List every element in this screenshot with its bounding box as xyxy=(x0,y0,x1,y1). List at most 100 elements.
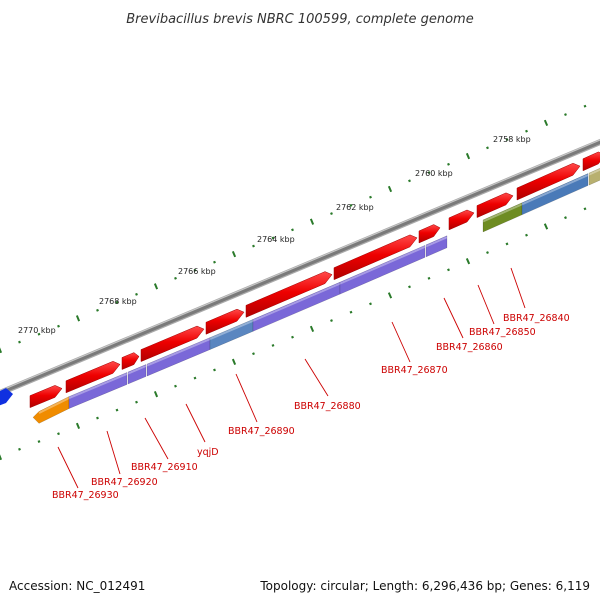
tick-labels: 2770 kbp 2768 kbp 2766 kbp 2764 kbp 2762… xyxy=(18,135,531,335)
outer-tick-mark xyxy=(369,195,372,199)
reverse-gene-highlight xyxy=(482,203,523,223)
tick-label-2760: 2760 kbp xyxy=(415,169,453,178)
outer-tick-mark xyxy=(543,119,549,127)
outer-tick-mark xyxy=(153,283,159,290)
outer-tick-mark xyxy=(583,104,587,108)
inner-tick-mark xyxy=(369,302,372,306)
inner-tick-mark xyxy=(153,391,159,398)
outer-tick-mark xyxy=(465,152,471,160)
forward-gene-9 xyxy=(448,209,475,231)
reverse-gene-highlight xyxy=(146,338,211,367)
reverse-gene-highlight xyxy=(209,319,254,340)
outer-tick-mark xyxy=(193,268,197,272)
gene-label-leader xyxy=(185,403,206,443)
forward-strand-genes xyxy=(29,151,600,409)
inner-tick-mark xyxy=(193,376,197,380)
inner-tick-mark xyxy=(309,325,315,333)
gene-labels: BBR47_26930 BBR47_26920 BBR47_26910 yqjD BBR… xyxy=(52,267,570,501)
outer-tick-mark xyxy=(349,203,353,207)
outer-tick-mark xyxy=(505,138,509,141)
outer-tick-mark xyxy=(135,292,138,296)
forward-gene-6 xyxy=(245,271,333,318)
outer-tick-mark xyxy=(57,324,60,328)
inner-tick-mark xyxy=(387,292,393,299)
gene-label-bbr47-26890: BBR47_26890 xyxy=(228,426,295,437)
gene-label-bbr47-26860: BBR47_26860 xyxy=(436,342,503,353)
forward-gene-10 xyxy=(476,192,514,218)
inner-tick-mark xyxy=(408,285,411,289)
reverse-gene-2 xyxy=(68,372,128,409)
outer-tick-mark xyxy=(37,332,41,336)
gene-label-bbr47-26850: BBR47_26850 xyxy=(469,327,536,338)
tick-label-2762: 2762 kbp xyxy=(336,203,374,212)
inner-tick-mark xyxy=(252,352,255,356)
outer-tick-mark xyxy=(231,250,237,258)
inner-tick-mark xyxy=(465,258,471,265)
reverse-gene-highlight xyxy=(252,282,341,322)
reverse-gene-highlight xyxy=(521,174,589,206)
gene-label-leader xyxy=(235,373,258,423)
inner-tick-mark xyxy=(291,335,294,339)
inner-tick-mark xyxy=(583,207,587,211)
inner-tick-mark xyxy=(115,408,119,412)
outer-tick-mark xyxy=(309,218,315,225)
reverse-gene-highlight xyxy=(425,236,448,248)
inner-tick-mark xyxy=(0,454,3,461)
tick-label-2766: 2766 kbp xyxy=(178,267,216,276)
outer-tick-mark xyxy=(447,162,450,166)
reverse-strand-genes xyxy=(32,167,600,424)
gene-label-leader xyxy=(477,284,495,325)
reverse-gene-highlight xyxy=(127,365,147,375)
forward-gene-12 xyxy=(582,151,600,172)
inner-tick-mark xyxy=(349,310,353,314)
reverse-gene-3 xyxy=(127,364,147,385)
edge-gene-left xyxy=(0,388,13,406)
reverse-gene-1 xyxy=(32,396,70,424)
outer-tick-mark xyxy=(525,129,528,133)
reverse-gene-highlight xyxy=(588,168,600,176)
reverse-gene-highlight xyxy=(38,397,70,414)
forward-gene-1 xyxy=(29,385,63,409)
inner-tick-mark xyxy=(330,319,333,323)
outer-tick-mark xyxy=(564,113,567,117)
outer-tick-mark xyxy=(252,244,255,248)
outer-tick-mark xyxy=(330,212,333,215)
reverse-gene-8 xyxy=(425,235,448,258)
inner-tick-mark xyxy=(427,276,431,280)
gene-label-leader xyxy=(57,446,79,489)
outer-tick-mark xyxy=(75,315,81,322)
outer-tick-mark xyxy=(486,146,489,150)
outer-tick-mark xyxy=(115,300,119,304)
gene-label-bbr47-26920: BBR47_26920 xyxy=(91,477,158,488)
outer-tick-mark xyxy=(96,308,99,312)
inner-tick-mark xyxy=(505,242,509,246)
map-title: Brevibacillus brevis NBRC 100599, comple… xyxy=(126,12,473,27)
genome-summary-text: Topology: circular; Length: 6,296,436 bp… xyxy=(260,579,590,593)
outer-tick-mark xyxy=(291,228,294,232)
tick-label-2770: 2770 kbp xyxy=(18,326,56,335)
gene-label-bbr47-26880: BBR47_26880 xyxy=(294,401,361,412)
gene-label-leader xyxy=(144,417,169,460)
inner-tick-mark xyxy=(271,343,275,347)
tick-label-2764: 2764 kbp xyxy=(257,235,295,244)
inner-tick-mark xyxy=(231,358,237,365)
forward-gene-3 xyxy=(121,352,140,370)
outer-tick-ring xyxy=(0,104,587,354)
gene-label-leader xyxy=(304,358,329,397)
tick-label-2768: 2768 kbp xyxy=(99,297,137,306)
outer-tick-mark xyxy=(427,171,431,175)
gene-label-bbr47-26870: BBR47_26870 xyxy=(381,365,448,376)
inner-tick-mark xyxy=(37,440,41,443)
inner-tick-mark xyxy=(564,216,567,220)
tick-label-2758: 2758 kbp xyxy=(493,135,531,144)
gene-label-leader xyxy=(510,267,526,309)
inner-tick-mark xyxy=(486,251,489,255)
inner-tick-mark xyxy=(75,422,81,430)
outer-tick-mark xyxy=(271,236,275,240)
inner-tick-ring xyxy=(0,207,587,461)
outer-tick-mark xyxy=(18,340,21,344)
reverse-gene-11 xyxy=(588,167,600,186)
forward-gene-5 xyxy=(205,308,245,335)
gene-label-leader xyxy=(443,297,464,339)
